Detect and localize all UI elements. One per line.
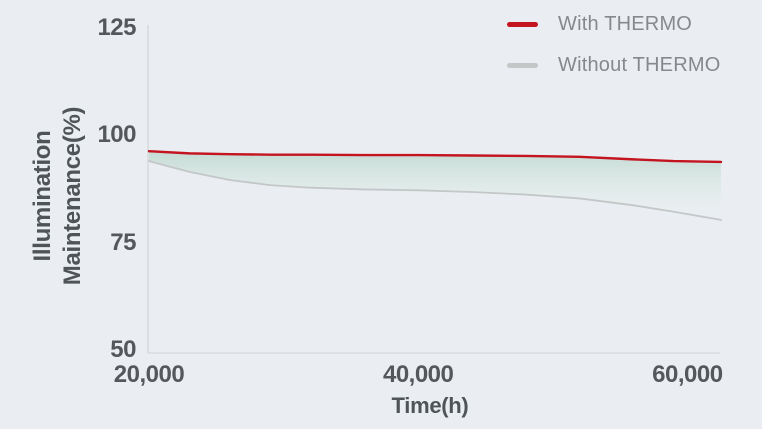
legend-label-with-thermo: With THERMO: [558, 12, 693, 35]
y-tick-label: 125: [97, 14, 136, 41]
x-axis-title: Time(h): [391, 393, 469, 418]
fill-between-series: [149, 151, 721, 220]
x-tick-label: 20,000: [113, 361, 185, 388]
y-tick-label: 50: [110, 336, 136, 363]
y-axis-title: Illumination Maintenance(%): [29, 106, 86, 286]
legend-item-with-thermo: With THERMO: [507, 6, 720, 42]
legend-item-without-thermo: Without THERMO: [507, 47, 720, 83]
series-line-with-thermo: [147, 150, 723, 164]
x-tick-label: 40,000: [382, 361, 454, 388]
legend-swatch-with-thermo: [507, 21, 538, 27]
legend: With THERMO Without THERMO: [507, 6, 720, 88]
series-line-without-thermo: [148, 160, 722, 221]
legend-swatch-without-thermo: [507, 62, 538, 68]
y-tick-label: 100: [97, 121, 136, 149]
y-tick-label: 75: [110, 228, 136, 256]
legend-label-without-thermo: Without THERMO: [558, 53, 721, 76]
x-tick-label: 60,000: [652, 361, 723, 388]
